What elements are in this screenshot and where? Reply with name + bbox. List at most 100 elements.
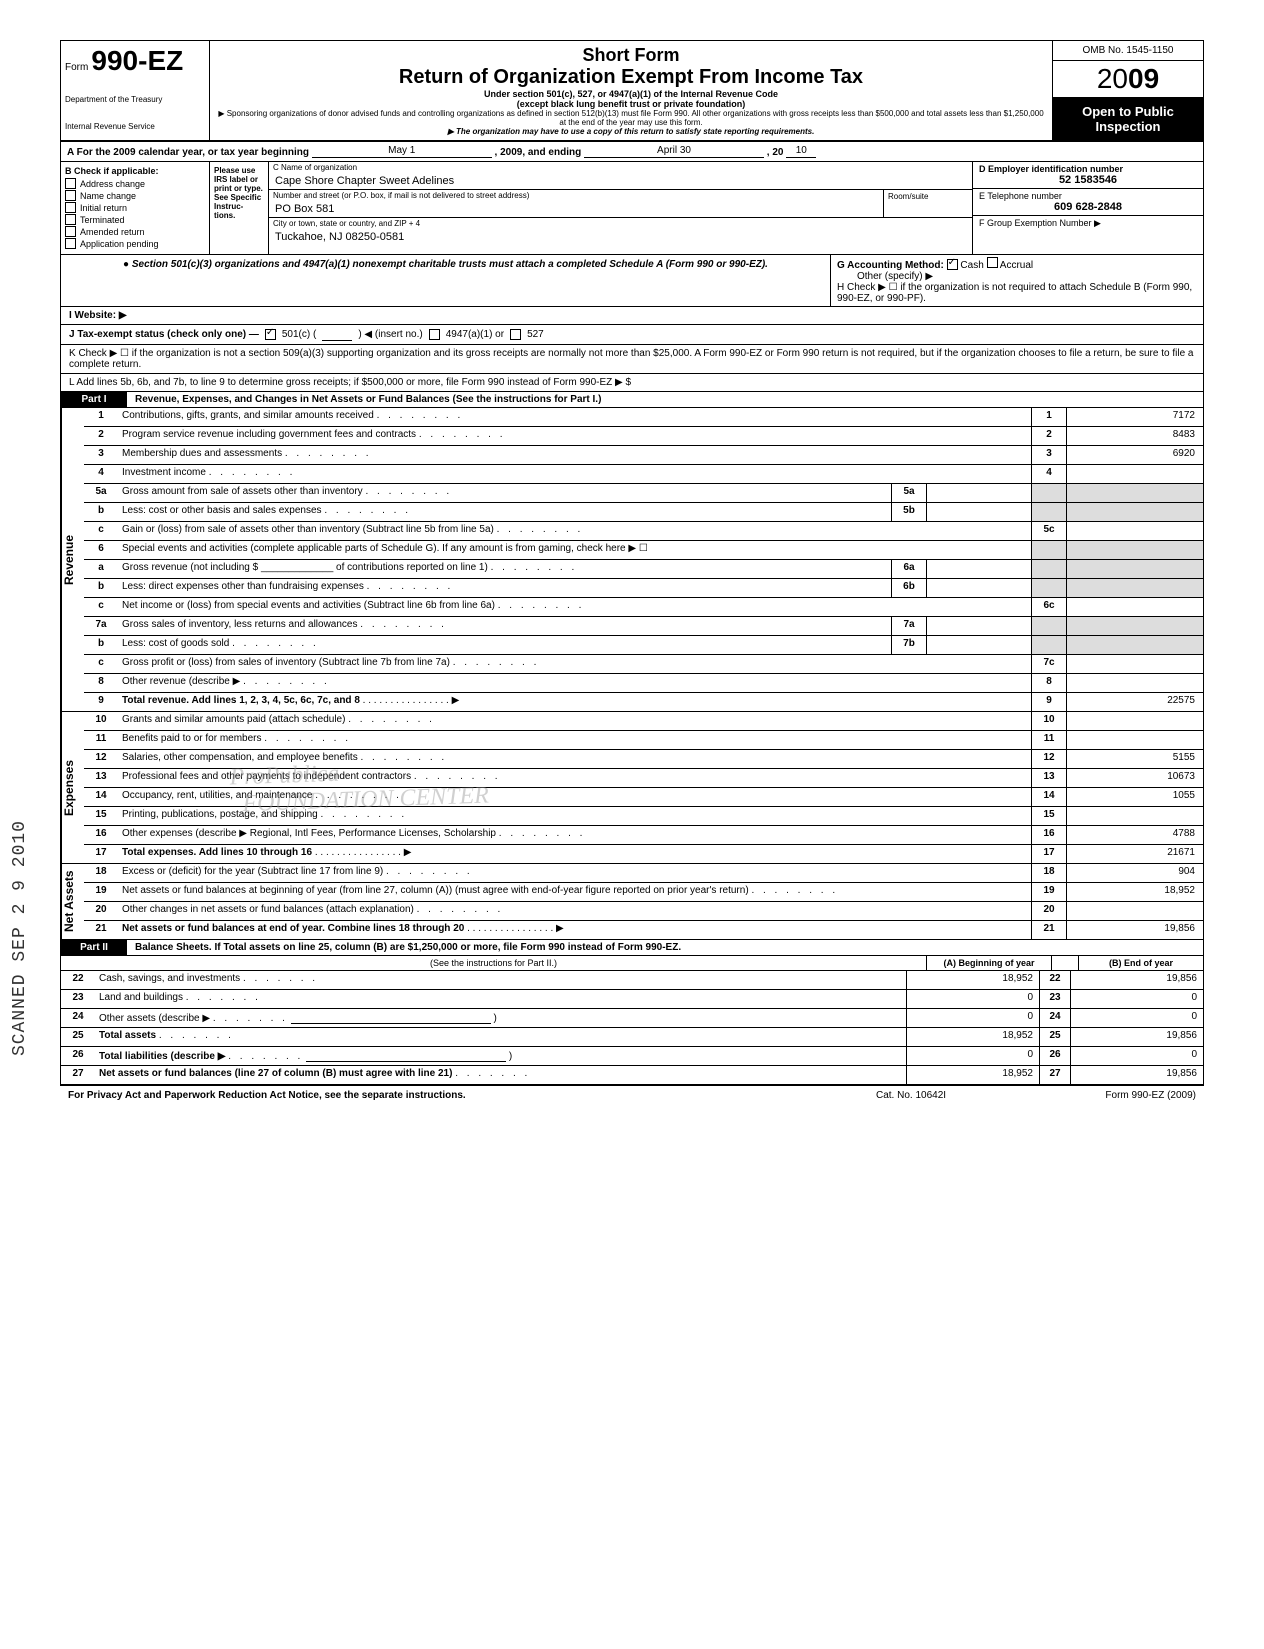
chk-cash[interactable] bbox=[947, 259, 958, 270]
chk-label: Application pending bbox=[80, 239, 159, 249]
form-line-1: 1Contributions, gifts, grants, and simil… bbox=[84, 408, 1203, 427]
chk-501c[interactable] bbox=[265, 329, 276, 340]
cat-no: Cat. No. 10642I bbox=[876, 1090, 1036, 1101]
fine-print-1: ▶ Sponsoring organizations of donor advi… bbox=[218, 109, 1044, 127]
chk-label: Terminated bbox=[80, 215, 125, 225]
form-title: Return of Organization Exempt From Incom… bbox=[218, 66, 1044, 89]
header-right: OMB No. 1545-1150 2009 Open to Public In… bbox=[1052, 41, 1203, 140]
form-header: Form 990-EZ Department of the Treasury I… bbox=[61, 41, 1203, 142]
form-line-4: 4Investment income . . . . . . . .4 bbox=[84, 465, 1203, 484]
form-line-9: 9Total revenue. Add lines 1, 2, 3, 4, 5c… bbox=[84, 693, 1203, 711]
col-cd: C Name of organization Cape Shore Chapte… bbox=[269, 162, 972, 254]
row-a-text: A For the 2009 calendar year, or tax yea… bbox=[67, 147, 309, 158]
section-bcd: B Check if applicable: Address change Na… bbox=[61, 162, 1203, 255]
chk-527[interactable] bbox=[510, 329, 521, 340]
balance-line-26: 26Total liabilities (describe ▶ . . . . … bbox=[61, 1047, 1203, 1066]
part-2-title: Balance Sheets. If Total assets on line … bbox=[127, 940, 1203, 955]
bal-instr: (See the instructions for Part II.) bbox=[61, 956, 926, 970]
form-line-7a: 7aGross sales of inventory, less returns… bbox=[84, 617, 1203, 636]
h-check: H Check ▶ ☐ if the organization is not r… bbox=[837, 282, 1197, 304]
year-suffix: 09 bbox=[1128, 63, 1159, 94]
chk-terminated[interactable]: Terminated bbox=[65, 214, 205, 225]
sect-gh: G Accounting Method: Cash Accrual Other … bbox=[830, 255, 1203, 306]
chk-label: Address change bbox=[80, 179, 145, 189]
form-line-20: 20Other changes in net assets or fund ba… bbox=[84, 902, 1203, 921]
form-line-10: 10Grants and similar amounts paid (attac… bbox=[84, 712, 1203, 731]
form-line-16: 16Other expenses (describe ▶ Regional, I… bbox=[84, 826, 1203, 845]
expenses-block: Expenses 10Grants and similar amounts pa… bbox=[61, 712, 1203, 864]
f-label: F Group Exemption Number ▶ bbox=[973, 216, 1203, 231]
part-2-label: Part II bbox=[61, 940, 127, 955]
revenue-tab: Revenue bbox=[61, 408, 84, 711]
balance-line-24: 24Other assets (describe ▶ . . . . . . .… bbox=[61, 1009, 1203, 1028]
form-line-b: bLess: cost of goods sold . . . . . . . … bbox=[84, 636, 1203, 655]
d-label: D Employer identification number52 15835… bbox=[973, 162, 1203, 189]
part-1-title: Revenue, Expenses, and Changes in Net As… bbox=[127, 392, 1203, 407]
j-insert: ) ◀ (insert no.) bbox=[358, 329, 422, 340]
form-line-3: 3Membership dues and assessments . . . .… bbox=[84, 446, 1203, 465]
balance-line-22: 22Cash, savings, and investments . . . .… bbox=[61, 971, 1203, 990]
short-form-label: Short Form bbox=[218, 45, 1044, 66]
col-def: D Employer identification number52 15835… bbox=[972, 162, 1203, 254]
header-left: Form 990-EZ Department of the Treasury I… bbox=[61, 41, 210, 140]
chk-accrual[interactable] bbox=[987, 257, 998, 268]
org-city: Tuckahoe, NJ 08250-0581 bbox=[269, 229, 972, 245]
j-527: 527 bbox=[527, 329, 544, 340]
privacy-notice: For Privacy Act and Paperwork Reduction … bbox=[68, 1090, 876, 1101]
line-i-website: I Website: ▶ bbox=[61, 307, 1203, 325]
chk-name-change[interactable]: Name change bbox=[65, 190, 205, 201]
tax-year-begin: May 1 bbox=[312, 145, 492, 158]
form-990ez: Form 990-EZ Department of the Treasury I… bbox=[60, 40, 1204, 1086]
col-a-header: (A) Beginning of year bbox=[926, 956, 1051, 970]
netassets-tab: Net Assets bbox=[61, 864, 84, 939]
chk-amended[interactable]: Amended return bbox=[65, 226, 205, 237]
form-line-c: cGain or (loss) from sale of assets othe… bbox=[84, 522, 1203, 541]
tax-year: 2009 bbox=[1053, 61, 1203, 98]
chk-label: Amended return bbox=[80, 227, 145, 237]
form-line-12: 12Salaries, other compensation, and empl… bbox=[84, 750, 1203, 769]
year-prefix: 20 bbox=[1097, 63, 1128, 94]
g-accounting: G Accounting Method: Cash Accrual Other … bbox=[837, 257, 1197, 282]
section-501c3: ● Section 501(c)(3) organizations and 49… bbox=[61, 255, 1203, 307]
j-4947: 4947(a)(1) or bbox=[446, 329, 504, 340]
org-name: Cape Shore Chapter Sweet Adelines bbox=[269, 173, 972, 189]
tax-year-yr: 10 bbox=[786, 145, 816, 158]
room-suite: Room/suite bbox=[883, 190, 972, 217]
form-line-b: bLess: cost or other basis and sales exp… bbox=[84, 503, 1203, 522]
part-1-label: Part I bbox=[61, 392, 127, 407]
form-line-19: 19Net assets or fund balances at beginni… bbox=[84, 883, 1203, 902]
line-j-status: J Tax-exempt status (check only one) — 5… bbox=[61, 325, 1203, 345]
form-line-6: 6Special events and activities (complete… bbox=[84, 541, 1203, 560]
form-line-5a: 5aGross amount from sale of assets other… bbox=[84, 484, 1203, 503]
cash-label: Cash bbox=[960, 260, 983, 271]
c-label: C Name of organization bbox=[269, 162, 972, 173]
form-line-2: 2Program service revenue including gover… bbox=[84, 427, 1203, 446]
form-ref: Form 990-EZ (2009) bbox=[1036, 1090, 1196, 1101]
col-b-header: (B) End of year bbox=[1078, 956, 1203, 970]
form-line-b: bLess: direct expenses other than fundra… bbox=[84, 579, 1203, 598]
dept-treasury: Department of the Treasury bbox=[65, 95, 205, 104]
form-line-a: aGross revenue (not including $ ________… bbox=[84, 560, 1203, 579]
chk-address-change[interactable]: Address change bbox=[65, 178, 205, 189]
form-prefix: Form bbox=[65, 62, 88, 73]
balance-line-25: 25Total assets . . . . . . .18,9522519,8… bbox=[61, 1028, 1203, 1047]
line-k: K Check ▶ ☐ if the organization is not a… bbox=[61, 345, 1203, 374]
scanned-stamp: SCANNED SEP 2 9 2010 bbox=[10, 820, 30, 1056]
org-address: PO Box 581 bbox=[269, 201, 883, 217]
form-line-15: 15Printing, publications, postage, and s… bbox=[84, 807, 1203, 826]
addr-label: Number and street (or P.O. box, if mail … bbox=[269, 190, 883, 201]
col-b-header: B Check if applicable: bbox=[65, 166, 205, 176]
chk-4947[interactable] bbox=[429, 329, 440, 340]
form-line-14: 14Occupancy, rent, utilities, and mainte… bbox=[84, 788, 1203, 807]
fine-print-2: ▶ The organization may have to use a cop… bbox=[218, 127, 1044, 136]
sect-501-text: ● Section 501(c)(3) organizations and 49… bbox=[61, 255, 830, 306]
chk-label: Initial return bbox=[80, 203, 127, 213]
chk-app-pending[interactable]: Application pending bbox=[65, 238, 205, 249]
tax-year-end: April 30 bbox=[584, 145, 764, 158]
ein: 52 1583546 bbox=[979, 174, 1197, 186]
balance-line-23: 23Land and buildings . . . . . . .0230 bbox=[61, 990, 1203, 1009]
chk-initial-return[interactable]: Initial return bbox=[65, 202, 205, 213]
form-subtitle2: (except black lung benefit trust or priv… bbox=[218, 99, 1044, 109]
phone: 609 628-2848 bbox=[979, 201, 1197, 213]
form-line-c: cGross profit or (loss) from sales of in… bbox=[84, 655, 1203, 674]
